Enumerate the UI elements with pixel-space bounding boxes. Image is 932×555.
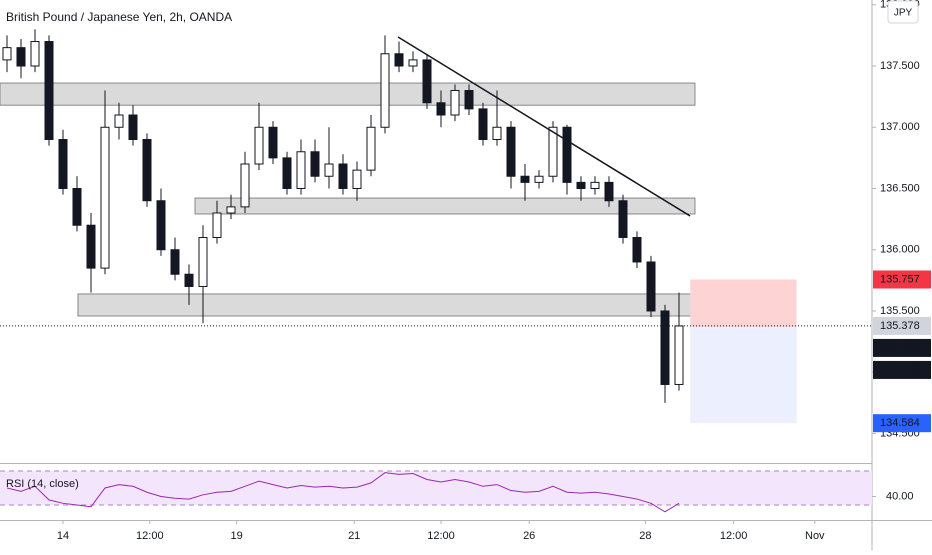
candle-body	[352, 169, 362, 189]
x-tick-label: 26	[523, 530, 535, 542]
x-tick-label: 12:00	[136, 530, 164, 542]
candle-body	[212, 212, 222, 238]
stop-label: 135.757	[880, 273, 920, 285]
rsi-band	[0, 470, 872, 506]
candle-body	[632, 236, 642, 263]
candle-body	[128, 114, 138, 141]
trendline	[397, 36, 691, 217]
candle-body	[660, 310, 670, 385]
last-price-label: 135.378	[880, 320, 920, 332]
countdown-label-bg	[873, 360, 931, 379]
zone	[194, 197, 696, 215]
candle-body	[520, 175, 530, 183]
stop-zone	[690, 279, 797, 328]
candle-body	[436, 102, 446, 116]
countdown-label: 01:43:28	[880, 364, 923, 376]
y-tick-label: 136.000	[880, 244, 920, 256]
candles	[2, 29, 684, 403]
x-tick-label: Nov	[805, 530, 825, 542]
x-tick-label: 21	[348, 530, 360, 542]
candle-body	[618, 200, 628, 238]
target-label: 134.584	[880, 417, 920, 429]
candle-body	[548, 126, 558, 177]
x-tick-label: 12:00	[427, 530, 455, 542]
entry-label: 135.369	[880, 342, 920, 354]
candle-body	[576, 181, 586, 189]
candle-body	[394, 53, 404, 67]
x-tick-label: 14	[57, 530, 69, 542]
candle-body	[534, 175, 544, 183]
candle-body	[310, 151, 320, 177]
last-price-label-bg	[873, 316, 931, 335]
target-label-bg	[873, 414, 931, 433]
zone	[77, 293, 696, 317]
candle-body	[450, 90, 460, 116]
candle-body	[114, 114, 124, 128]
candle-body	[170, 249, 180, 275]
candle-body	[44, 41, 54, 141]
candle-body	[590, 181, 600, 189]
candle-body	[422, 59, 432, 104]
candle-body	[16, 47, 26, 67]
y-tick-label: 137.500	[880, 60, 920, 72]
candle-body	[408, 59, 418, 67]
chart-title: British Pound / Japanese Yen, 2h, OANDA	[6, 10, 232, 24]
y-tick-label: 135.500	[880, 305, 920, 317]
x-tick-label: 19	[230, 530, 242, 542]
candle-body	[674, 325, 684, 385]
candle-body	[100, 126, 110, 269]
candle-body	[324, 163, 334, 177]
candle-body	[226, 206, 236, 214]
candle-body	[268, 126, 278, 159]
candle-body	[156, 200, 166, 251]
candle-body	[58, 139, 68, 189]
rsi-line	[6, 472, 680, 513]
y-tick-label: 40.00	[886, 490, 914, 502]
candle-body	[562, 126, 572, 183]
candle-body	[2, 47, 12, 61]
candle-body	[72, 187, 82, 226]
candle-body	[464, 90, 474, 110]
target-zone	[690, 327, 797, 424]
candle-body	[30, 41, 40, 67]
candle-body	[198, 236, 208, 287]
candle-body	[604, 181, 614, 202]
entry-label-bg	[873, 338, 931, 357]
zone	[0, 82, 696, 106]
rsi-title: RSI (14, close)	[6, 478, 79, 490]
candle-body	[282, 157, 292, 189]
candle-body	[142, 139, 152, 202]
candle-body	[492, 126, 502, 141]
candle-body	[646, 261, 656, 312]
stop-label-bg	[873, 270, 931, 289]
currency-label: JPY	[894, 8, 913, 19]
candle-body	[380, 53, 390, 128]
candle-body	[86, 224, 96, 269]
candle-body	[366, 126, 376, 171]
candle-body	[240, 163, 250, 208]
candle-body	[254, 126, 264, 165]
x-tick-label: 12:00	[720, 530, 748, 542]
y-tick-label: 137.000	[880, 121, 920, 133]
x-tick-label: 28	[639, 530, 651, 542]
candle-body	[184, 273, 194, 287]
candle-body	[478, 108, 488, 141]
currency-button[interactable]	[887, 0, 919, 24]
candle-body	[296, 151, 306, 189]
candle-body	[506, 126, 516, 177]
candle-body	[338, 163, 348, 189]
y-tick-label: 136.500	[880, 182, 920, 194]
